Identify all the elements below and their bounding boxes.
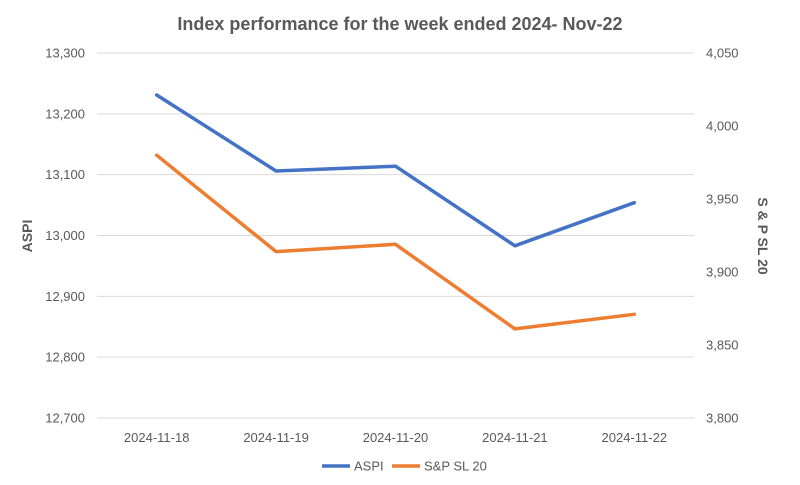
chart-title: Index performance for the week ended 202… (177, 14, 622, 34)
x-axis-tick-label: 2024-11-18 (124, 430, 190, 445)
legend-label: ASPI (354, 459, 384, 474)
right-axis-ticks: 3,800 3,850 3,900 3,950 4,000 4,050 (706, 46, 739, 426)
left-axis-tick-label: 13,200 (45, 106, 85, 121)
legend-item: S&P SL 20 (392, 459, 487, 474)
legend-item: ASPI (322, 459, 384, 474)
x-axis-tick-label: 2024-11-19 (243, 430, 309, 445)
x-axis-tick-label: 2024-11-20 (363, 430, 429, 445)
right-axis-title: S & P SL 20 (755, 197, 771, 275)
left-axis-tick-label: 13,300 (45, 46, 85, 61)
series-line-s-p-sl-20 (154, 153, 637, 331)
legend: ASPI S&P SL 20 (322, 459, 487, 474)
right-axis-tick-label: 4,050 (706, 46, 739, 61)
right-axis-tick-label: 3,900 (706, 265, 739, 280)
left-axis-tick-label: 13,000 (45, 228, 85, 243)
left-axis-title: ASPI (19, 220, 35, 253)
right-axis-tick-label: 4,000 (706, 119, 739, 134)
left-axis-tick-label: 12,700 (45, 411, 85, 426)
series-line-aspi (154, 93, 637, 248)
x-axis-tick-label: 2024-11-22 (602, 430, 668, 445)
right-axis-tick-label: 3,800 (706, 411, 739, 426)
left-axis-tick-label: 12,800 (45, 350, 85, 365)
series-lines (154, 93, 637, 331)
x-axis-ticks: 2024-11-18 2024-11-19 2024-11-20 2024-11-21… (124, 430, 667, 445)
left-axis-tick-label: 12,900 (45, 289, 85, 304)
legend-label: S&P SL 20 (424, 459, 487, 474)
x-axis-tick-label: 2024-11-21 (482, 430, 548, 445)
gridlines (97, 52, 694, 419)
left-axis-tick-label: 13,100 (45, 167, 85, 182)
left-axis-ticks: 12,700 12,800 12,900 13,000 13,100 13,200 13,3… (45, 46, 85, 426)
right-axis-tick-label: 3,850 (706, 338, 739, 353)
right-axis-tick-label: 3,950 (706, 192, 739, 207)
